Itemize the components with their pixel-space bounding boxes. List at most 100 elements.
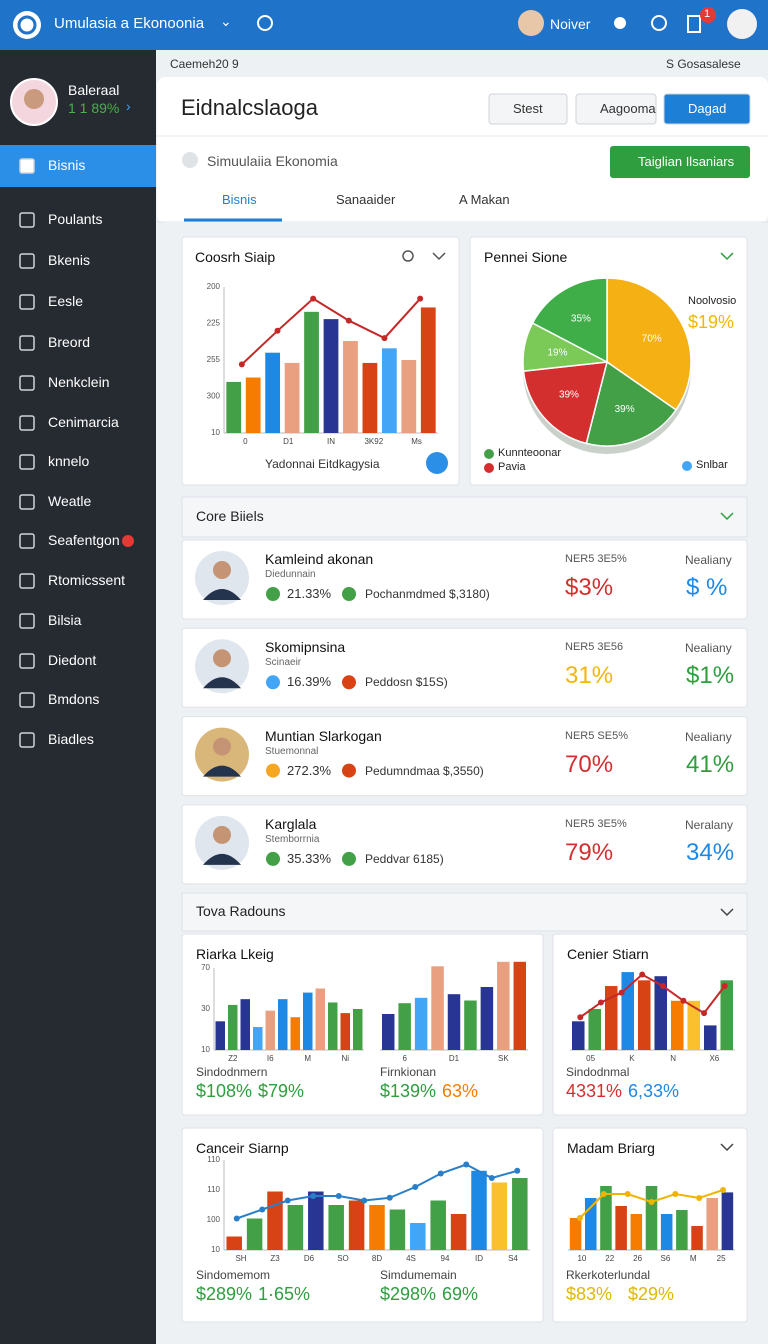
footer-value: 1·65%: [258, 1284, 311, 1304]
line-dot: [659, 983, 666, 990]
button-label[interactable]: Stest: [513, 101, 543, 116]
nav-item[interactable]: Breord: [48, 334, 91, 350]
bar: [585, 1198, 597, 1250]
y-tick-label: 300: [207, 392, 221, 401]
bar: [328, 1002, 338, 1050]
x-tick-label: 10: [577, 1254, 586, 1263]
y-tick-label: 100: [207, 1215, 221, 1224]
line-dot: [417, 295, 424, 302]
footer-value: $289%: [196, 1284, 253, 1304]
action-button: [610, 146, 750, 178]
row-card: [181, 804, 748, 885]
bar: [381, 348, 397, 433]
subheader-right: S Gosasalese: [666, 57, 741, 71]
nav-icon: [19, 613, 35, 629]
line-dot: [437, 1170, 444, 1177]
bar: [706, 1198, 718, 1250]
line: [579, 973, 726, 1019]
pie-slice: [522, 361, 608, 445]
pie-slice: [585, 360, 678, 447]
bar: [615, 1206, 627, 1250]
nav-badge: [122, 535, 134, 547]
nav-item[interactable]: Nenkclein: [48, 374, 110, 390]
button-label[interactable]: Aagooma: [600, 101, 656, 116]
nav-item[interactable]: Poulants: [48, 211, 103, 227]
badge-count: 1: [704, 8, 711, 20]
logo-inner: [17, 15, 37, 35]
card-title: Coosrh Siaip: [195, 249, 276, 265]
nav-item[interactable]: Bisnis: [48, 157, 86, 173]
panel-title: Eidnalcslaoga: [181, 95, 318, 120]
col-value: 34%: [686, 838, 735, 866]
app-title: Umulasia a Ekonoonia: [54, 15, 205, 32]
slice-label: 39%: [615, 404, 635, 415]
footer-label: Sindomemom: [196, 1268, 271, 1282]
bar: [687, 1000, 701, 1050]
bar: [721, 1192, 734, 1250]
nav-item[interactable]: Biadles: [48, 731, 94, 747]
line-dot: [721, 983, 728, 990]
row-card: [181, 716, 748, 797]
bar: [497, 961, 510, 1050]
nav-item[interactable]: Cenimarcia: [48, 414, 119, 430]
bar: [340, 1013, 350, 1050]
nav-item[interactable]: Weatle: [48, 493, 92, 509]
nav-item[interactable]: Seafentgon: [48, 532, 120, 548]
x-tick-label: Ms: [411, 437, 422, 446]
bar: [569, 1218, 582, 1250]
tab[interactable]: Bisnis: [222, 192, 257, 207]
x-tick-label: 3K92: [364, 437, 383, 446]
x-tick-label: X6: [709, 1054, 719, 1063]
y-tick-label: 30: [201, 1004, 210, 1013]
x-tick-label: 6: [402, 1054, 407, 1063]
slice-label: 70%: [642, 333, 662, 344]
avatar-body: [203, 765, 241, 777]
footer-value: 69%: [442, 1284, 479, 1304]
bar: [630, 1214, 643, 1250]
search-icon: [402, 250, 414, 262]
legend-dot: [484, 463, 494, 473]
x-tick-label: M: [690, 1254, 697, 1263]
x-tick-label: K: [629, 1054, 635, 1063]
action-label[interactable]: Taiglian Ilsaniars: [638, 154, 735, 169]
user-name: Noiver: [550, 16, 591, 32]
nav-icon: [19, 692, 35, 708]
nav-item[interactable]: Bilsia: [48, 612, 82, 628]
bar: [703, 1025, 717, 1050]
button-label[interactable]: Dagad: [688, 101, 727, 116]
line-dot: [381, 335, 388, 342]
nav-item[interactable]: Rtomicssent: [48, 572, 126, 588]
x-tick-label: S4: [508, 1254, 518, 1263]
icon: [614, 17, 626, 29]
col-label: NER5 3E56: [565, 641, 624, 654]
stat-icon: [266, 763, 280, 778]
line-dot: [648, 1199, 655, 1205]
bar: [621, 972, 635, 1050]
nav-item[interactable]: Eesle: [48, 293, 84, 309]
nav-icon: [19, 158, 35, 174]
y-tick-label: 110: [207, 1185, 220, 1194]
col-label: NER5 SE5%: [565, 729, 628, 742]
bar: [676, 1210, 688, 1250]
slice-label: 39%: [559, 390, 579, 401]
top-bar: [0, 0, 768, 50]
bar: [343, 341, 358, 433]
line: [241, 297, 421, 366]
line-dot: [597, 999, 604, 1006]
bar: [660, 1214, 673, 1250]
row-card: [181, 539, 748, 620]
line-dot: [600, 1191, 607, 1197]
tab[interactable]: Sanaaider: [336, 192, 396, 207]
tab[interactable]: A Makan: [459, 192, 510, 207]
x-tick-label: D1: [283, 437, 294, 446]
footer-value: $298%: [380, 1284, 437, 1304]
nav-item[interactable]: Bkenis: [48, 252, 91, 268]
nav-item[interactable]: Bmdons: [48, 691, 100, 707]
nav-item[interactable]: knnelo: [48, 453, 90, 469]
line-dot: [680, 997, 687, 1004]
y-tick-label: 200: [207, 282, 221, 291]
avatar-head: [213, 825, 231, 844]
nav-item[interactable]: Diedont: [48, 652, 97, 668]
col-value: 70%: [565, 750, 614, 778]
x-tick-label: 0: [243, 437, 248, 446]
